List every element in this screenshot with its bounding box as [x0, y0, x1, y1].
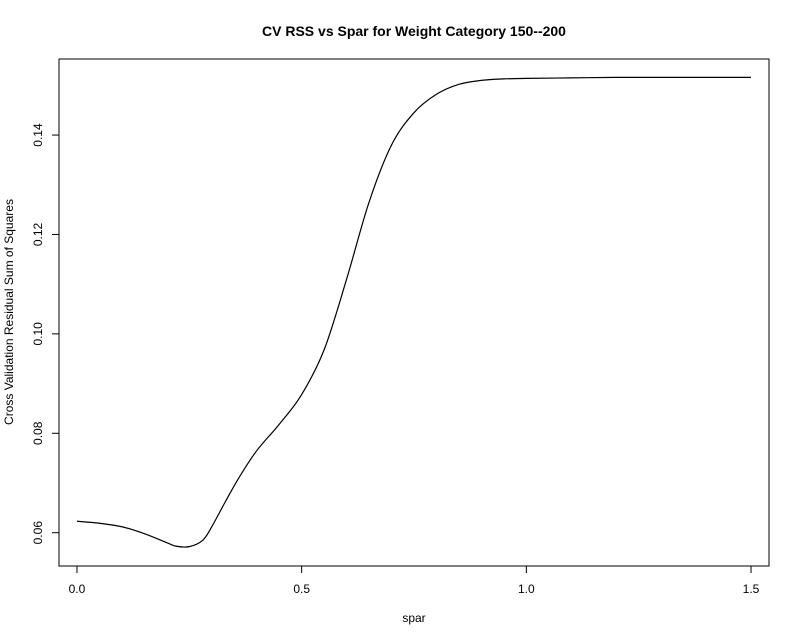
y-axis: 0.06 0.08 0.10 0.12 0.14	[31, 123, 60, 545]
series-line	[76, 76, 752, 548]
x-tick-label: 0.0	[69, 582, 86, 596]
y-tick-label: 0.14	[31, 123, 45, 147]
y-axis-label: Cross Validation Residual Sum of Squares	[2, 199, 16, 425]
plot-frame	[58, 58, 770, 567]
y-tick-label: 0.06	[31, 521, 45, 545]
x-tick-label: 1.5	[743, 582, 760, 596]
x-tick-label: 1.0	[518, 582, 535, 596]
y-tick-label: 0.12	[31, 222, 45, 246]
chart-title: CV RSS vs Spar for Weight Category 150--…	[262, 23, 566, 39]
x-tick-label: 0.5	[293, 582, 310, 596]
y-tick-label: 0.10	[31, 322, 45, 346]
x-axis-label: spar	[402, 611, 425, 625]
y-tick-label: 0.08	[31, 421, 45, 445]
x-axis: 0.0 0.5 1.0 1.5	[69, 565, 760, 596]
